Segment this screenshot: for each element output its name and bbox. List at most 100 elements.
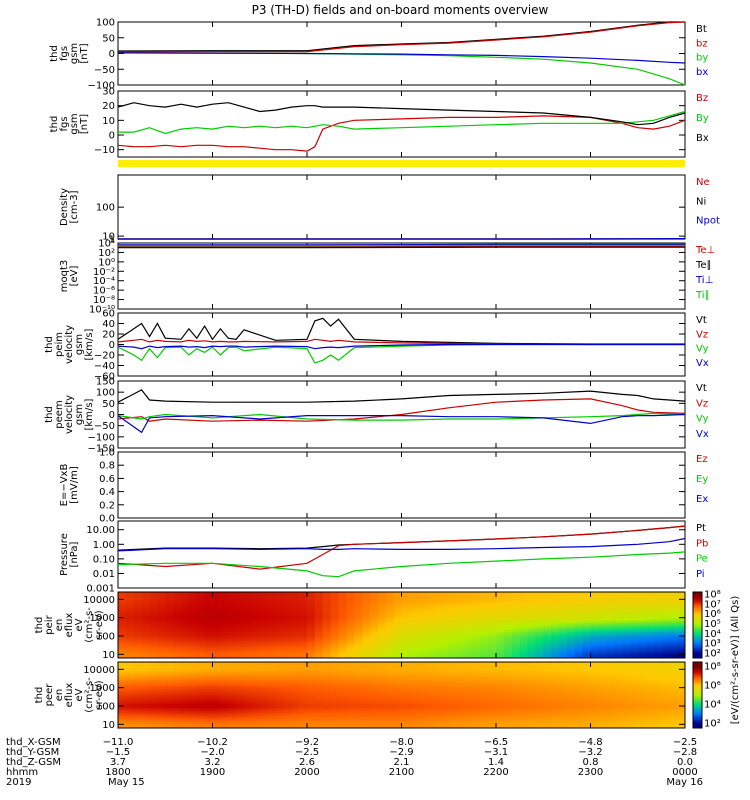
heat-cell xyxy=(283,614,292,617)
heat-cell xyxy=(448,688,458,691)
heat-cell xyxy=(244,653,253,657)
heat-cell xyxy=(133,598,143,602)
heat-cell xyxy=(629,644,639,648)
heat-cell xyxy=(480,719,489,722)
heat-cell xyxy=(204,647,213,650)
heat-cell xyxy=(385,706,395,709)
heat-cell xyxy=(433,695,442,698)
heat-cell xyxy=(291,616,300,619)
heat-cell xyxy=(118,651,127,654)
heat-cell xyxy=(653,723,662,727)
heat-cell xyxy=(401,725,410,729)
heat-cell xyxy=(196,629,206,632)
heat-cell xyxy=(338,719,347,722)
heat-cell xyxy=(551,677,560,680)
heat-cell xyxy=(236,596,245,599)
colorbar-step xyxy=(693,643,702,646)
heat-cell xyxy=(566,699,576,702)
heat-cell xyxy=(637,616,647,619)
heat-cell xyxy=(582,686,591,689)
heat-cell xyxy=(425,723,434,727)
heat-cell xyxy=(503,723,513,727)
series-Ti⊥ xyxy=(118,243,685,246)
heat-cell xyxy=(677,692,686,696)
y-axis-label: eV xyxy=(74,688,85,701)
heat-cell xyxy=(677,721,686,724)
heat-cell xyxy=(566,692,576,696)
heat-cell xyxy=(519,703,528,707)
heat-cell xyxy=(496,670,505,674)
heat-cell xyxy=(433,668,442,672)
colorbar-step xyxy=(693,726,702,729)
heat-cell xyxy=(370,640,379,643)
heat-cell xyxy=(543,708,552,711)
heat-cell xyxy=(637,620,647,624)
heat-cell xyxy=(362,625,371,628)
heat-cell xyxy=(220,636,229,639)
heat-cell xyxy=(566,603,576,606)
heat-cell xyxy=(307,644,316,648)
heat-cell xyxy=(283,697,292,700)
heat-cell xyxy=(299,629,308,632)
heat-cell xyxy=(377,712,387,716)
heat-cell xyxy=(535,721,544,724)
heat-cell xyxy=(559,625,568,628)
heat-cell xyxy=(574,605,584,608)
heat-cell xyxy=(669,692,678,696)
heat-cell xyxy=(480,642,489,646)
heat-cell xyxy=(661,622,670,626)
heat-cell xyxy=(385,633,395,637)
heat-cell xyxy=(653,721,662,724)
heat-cell xyxy=(409,631,418,635)
heat-cell xyxy=(377,655,387,659)
heat-cell xyxy=(322,614,332,617)
heat-cell xyxy=(503,677,513,680)
heat-cell xyxy=(464,616,473,619)
heat-cell xyxy=(149,662,158,665)
heat-cell xyxy=(314,629,324,632)
heat-cell xyxy=(480,611,489,615)
heat-cell xyxy=(118,636,127,639)
heat-cell xyxy=(188,638,198,641)
heat-cell xyxy=(299,653,308,657)
heat-cell xyxy=(141,640,150,643)
heat-cell xyxy=(354,721,363,724)
heat-cell xyxy=(196,594,206,597)
heat-cell xyxy=(338,688,347,691)
heat-cell xyxy=(188,636,198,639)
heat-cell xyxy=(385,622,395,626)
heat-cell xyxy=(338,670,347,674)
heat-cell xyxy=(582,723,591,727)
heat-cell xyxy=(401,668,410,672)
heat-cell xyxy=(653,618,662,621)
colorbar-tick-label: 10⁶ xyxy=(704,609,721,620)
heat-cell xyxy=(188,653,198,657)
heat-cell xyxy=(173,690,182,694)
heat-cell xyxy=(385,668,395,672)
heat-cell xyxy=(653,703,662,707)
heat-cell xyxy=(275,686,284,689)
heat-cell xyxy=(582,616,591,619)
heat-cell xyxy=(330,688,339,691)
heat-cell xyxy=(425,677,434,680)
heat-cell xyxy=(614,618,623,621)
heat-cell xyxy=(535,664,544,667)
y-tick-label: 40 xyxy=(102,319,115,330)
heat-cell xyxy=(393,649,402,652)
heat-cell xyxy=(307,725,316,729)
heat-cell xyxy=(157,594,166,597)
heat-cell xyxy=(307,662,316,665)
heat-cell xyxy=(314,603,324,606)
heat-cell xyxy=(653,611,662,615)
heat-cell xyxy=(259,596,269,599)
heat-cell xyxy=(165,633,174,637)
y-axis-label: eV xyxy=(74,618,85,631)
heat-cell xyxy=(149,719,158,722)
heat-cell xyxy=(433,594,442,597)
heat-cell xyxy=(677,629,686,632)
heat-cell xyxy=(330,681,339,685)
heat-cell xyxy=(283,618,292,621)
heat-cell xyxy=(574,636,584,639)
heat-cell xyxy=(456,640,465,643)
heat-cell xyxy=(283,668,292,672)
